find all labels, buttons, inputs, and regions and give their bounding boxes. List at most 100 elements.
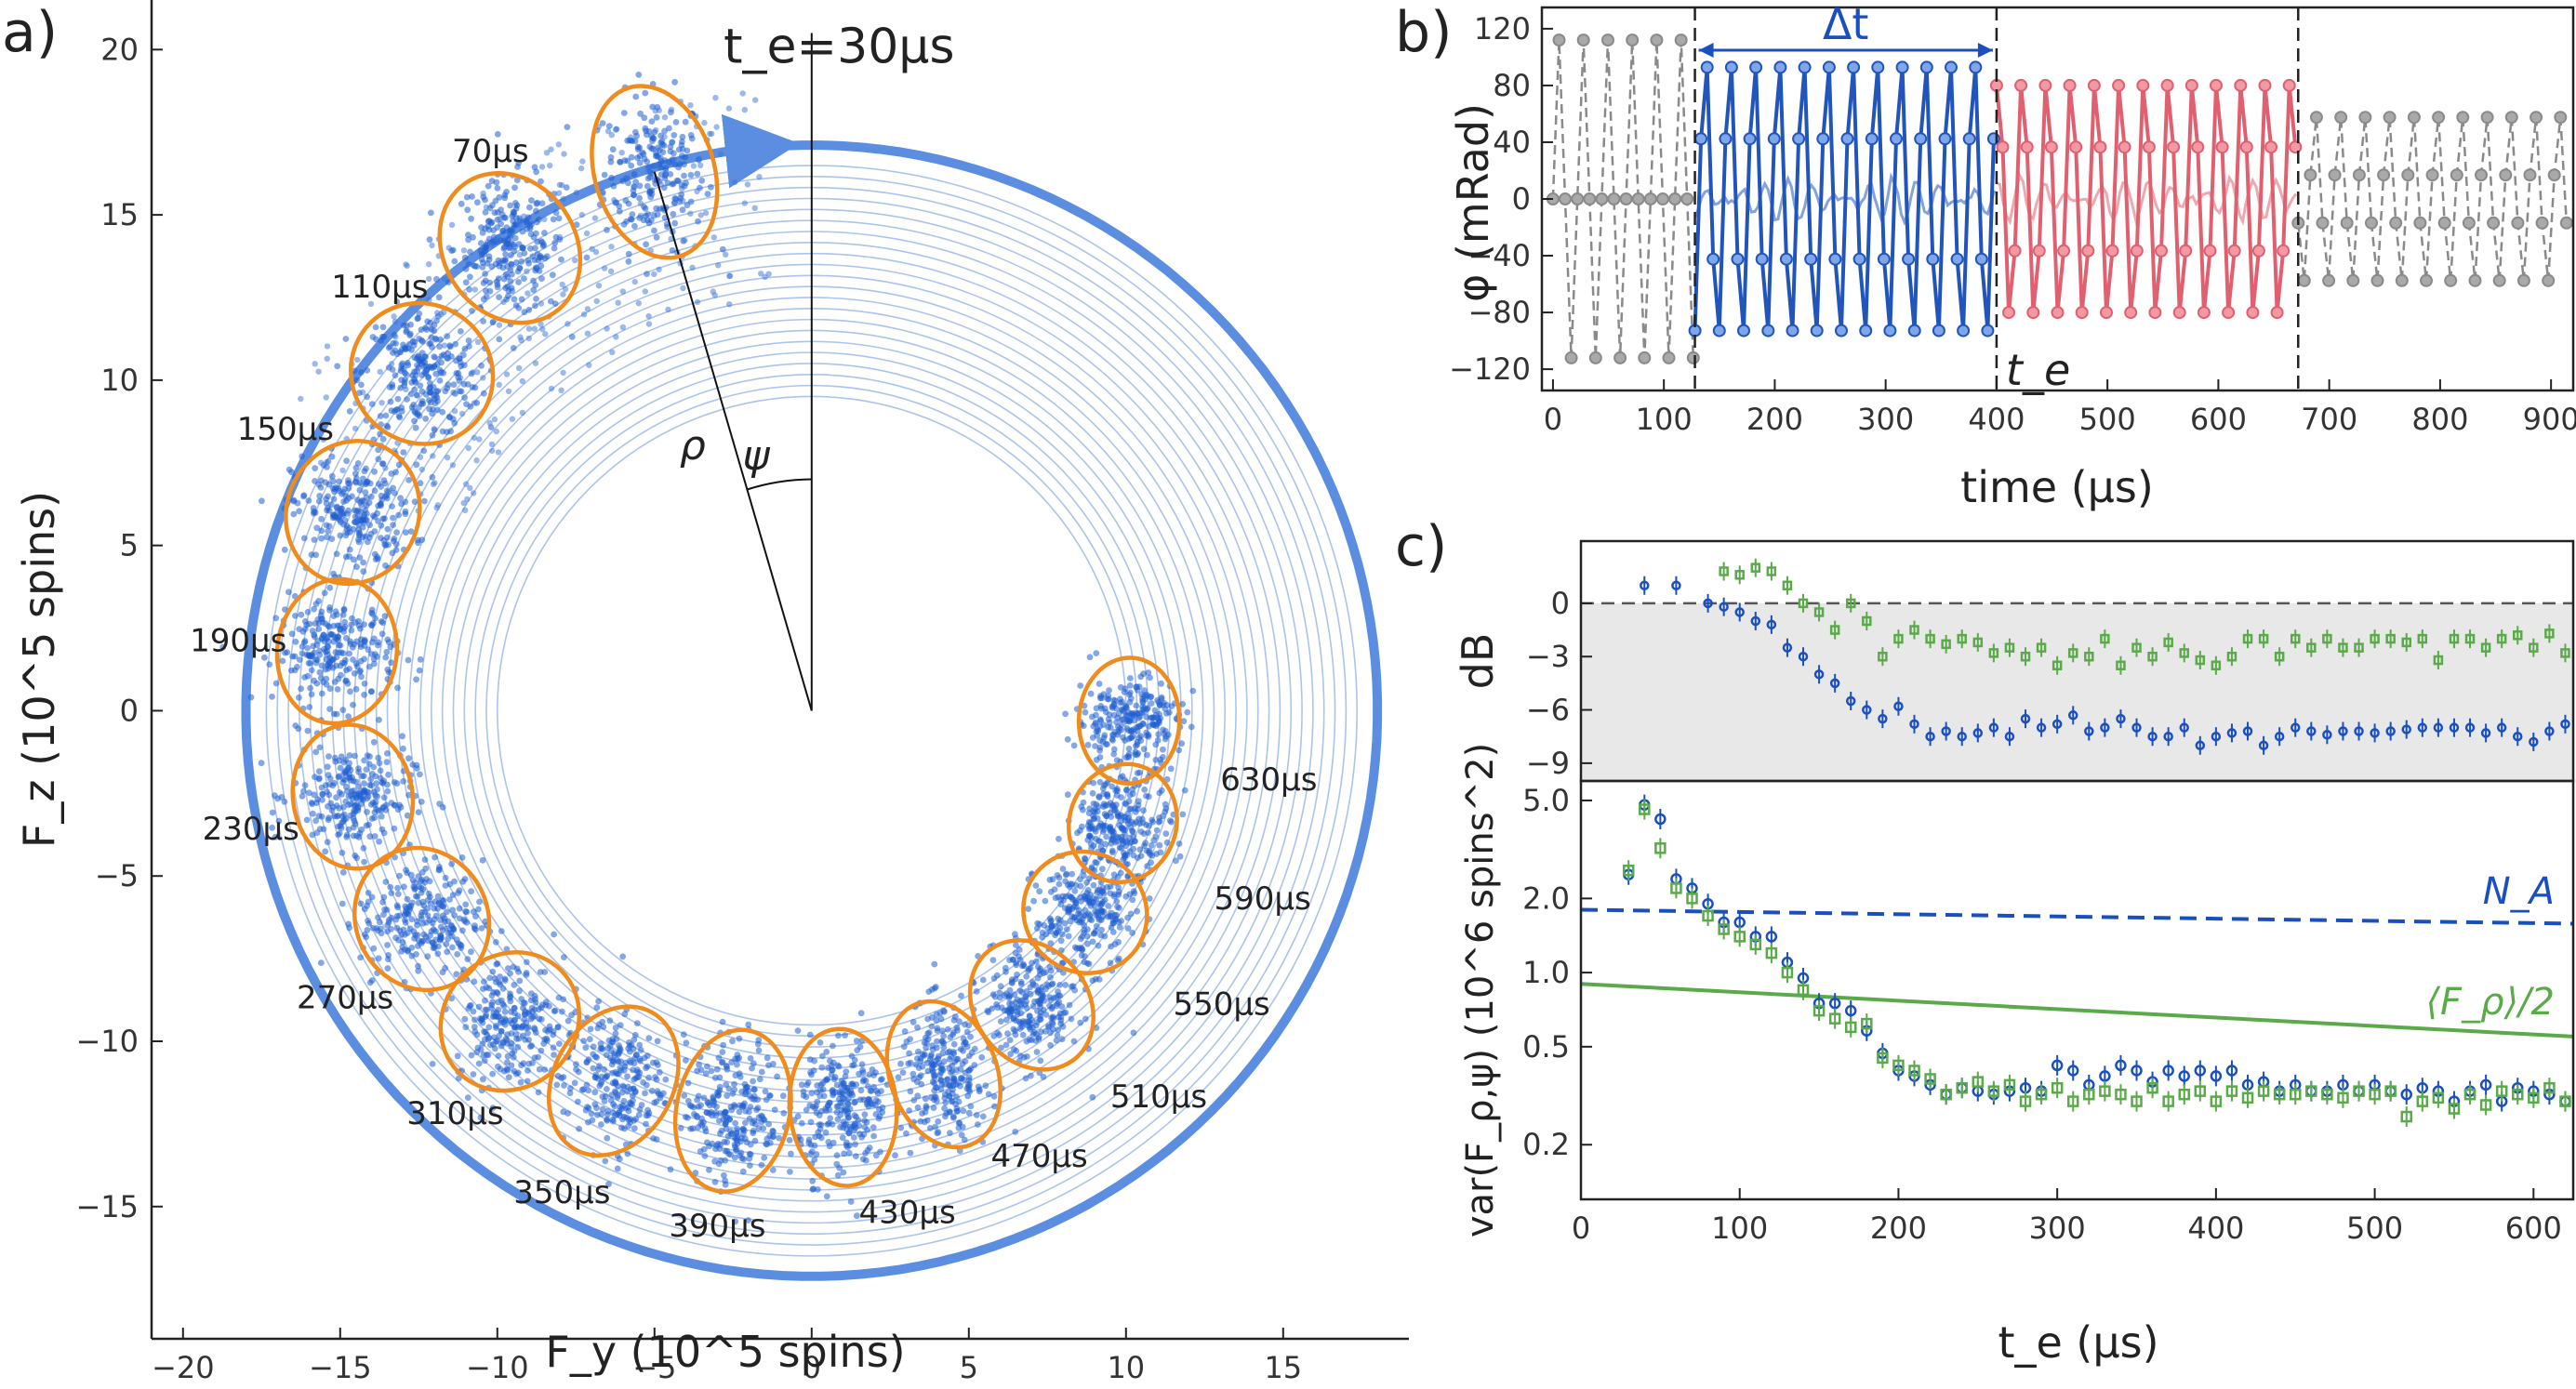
scatter-point (494, 131, 501, 138)
phase-point (2450, 168, 2463, 182)
panel-a-ylabel: F_z (10^5 spins) (14, 491, 64, 848)
phase-point (2057, 244, 2071, 258)
scatter-point (414, 932, 421, 938)
scatter-point (659, 149, 667, 156)
scatter-point (726, 301, 733, 308)
scatter-point (619, 324, 627, 331)
scatter-point (750, 1078, 756, 1085)
scatter-point (346, 546, 353, 553)
scatter-point (462, 907, 470, 915)
scatter-point (665, 306, 671, 313)
scatter-point (929, 1066, 936, 1074)
scatter-point (662, 1076, 670, 1083)
scatter-point (750, 1060, 757, 1067)
phase-point (2222, 306, 2236, 320)
scatter-point (464, 1094, 471, 1101)
scatter-point (341, 485, 349, 493)
scatter-point (843, 1068, 850, 1075)
scatter-point (711, 1179, 719, 1185)
scatter-point (1131, 820, 1137, 827)
scatter-point (342, 336, 350, 342)
scatter-point (321, 589, 328, 597)
scatter-point (761, 1117, 768, 1124)
scatter-point (309, 831, 316, 839)
scatter-point (1124, 717, 1132, 723)
scatter-point (1067, 883, 1073, 891)
scatter-point (440, 903, 447, 910)
scatter-point (583, 254, 591, 261)
scatter-point (439, 969, 446, 976)
scatter-point (423, 367, 430, 375)
scatter-point (1110, 871, 1118, 879)
phase-point (2535, 216, 2549, 230)
scatter-point (471, 1024, 478, 1030)
scatter-point (524, 268, 530, 274)
scatter-point (525, 335, 532, 342)
scatter-point (405, 903, 413, 910)
scatter-point (415, 809, 422, 815)
x-tick-label: 5 (960, 1350, 978, 1385)
scatter-point (714, 1091, 722, 1099)
scatter-point (643, 1112, 650, 1119)
scatter-point (1023, 1038, 1030, 1045)
scatter-point (516, 987, 523, 995)
scatter-point (989, 991, 997, 998)
scatter-point (817, 1039, 824, 1046)
psi-arc (747, 478, 812, 491)
scatter-point (823, 1193, 830, 1200)
scatter-point (461, 254, 469, 261)
scatter-point (912, 1061, 920, 1068)
scatter-point (516, 221, 523, 228)
scatter-point (1141, 786, 1149, 793)
scatter-point (560, 291, 566, 298)
phase-point (1686, 351, 1700, 364)
scatter-point (516, 364, 523, 372)
scatter-point (1034, 919, 1042, 927)
scatter-point (413, 676, 419, 683)
scatter-point (339, 868, 347, 876)
panel-b-label: b) (1395, 0, 1453, 65)
scatter-point (1123, 787, 1130, 794)
scatter-point (360, 475, 366, 483)
scatter-point (445, 279, 452, 285)
scatter-point (717, 1110, 724, 1117)
scatter-point (313, 642, 321, 649)
scatter-point (471, 262, 478, 270)
scatter-point (318, 527, 325, 535)
scatter-point (612, 1030, 619, 1037)
scatter-point (447, 929, 455, 936)
scatter-point (1080, 799, 1087, 806)
scatter-point (1110, 702, 1118, 709)
scatter-point (833, 1109, 841, 1116)
scatter-point (533, 200, 540, 207)
scatter-point (708, 183, 714, 191)
y-tick-label: 120 (1474, 11, 1531, 46)
scatter-point (292, 638, 299, 645)
scatter-point (448, 221, 456, 229)
scatter-point (825, 1139, 832, 1145)
phase-point (2210, 78, 2223, 92)
scatter-point (851, 1099, 858, 1106)
scatter-point (310, 505, 317, 511)
scatter-point (491, 975, 498, 982)
scatter-point (435, 294, 443, 301)
scatter-point (854, 1212, 860, 1220)
scatter-point (809, 1186, 817, 1193)
scatter-point (364, 367, 371, 374)
scatter-point (377, 430, 383, 438)
scatter-point (1118, 726, 1124, 734)
scatter-point (529, 1014, 537, 1021)
scatter-point (1090, 842, 1097, 849)
x-tick-label: 10 (1107, 1350, 1145, 1385)
scatter-point (361, 780, 367, 787)
phase-point (2542, 273, 2556, 287)
x-tick-label: 300 (1857, 402, 1914, 437)
scatter-point (551, 245, 558, 252)
scatter-point (415, 967, 422, 974)
scatter-point (697, 162, 704, 169)
scatter-point (589, 1117, 596, 1124)
scatter-point (614, 1165, 621, 1172)
scatter-point (426, 261, 432, 268)
scatter-point (996, 1031, 1003, 1038)
scatter-point (388, 890, 395, 896)
